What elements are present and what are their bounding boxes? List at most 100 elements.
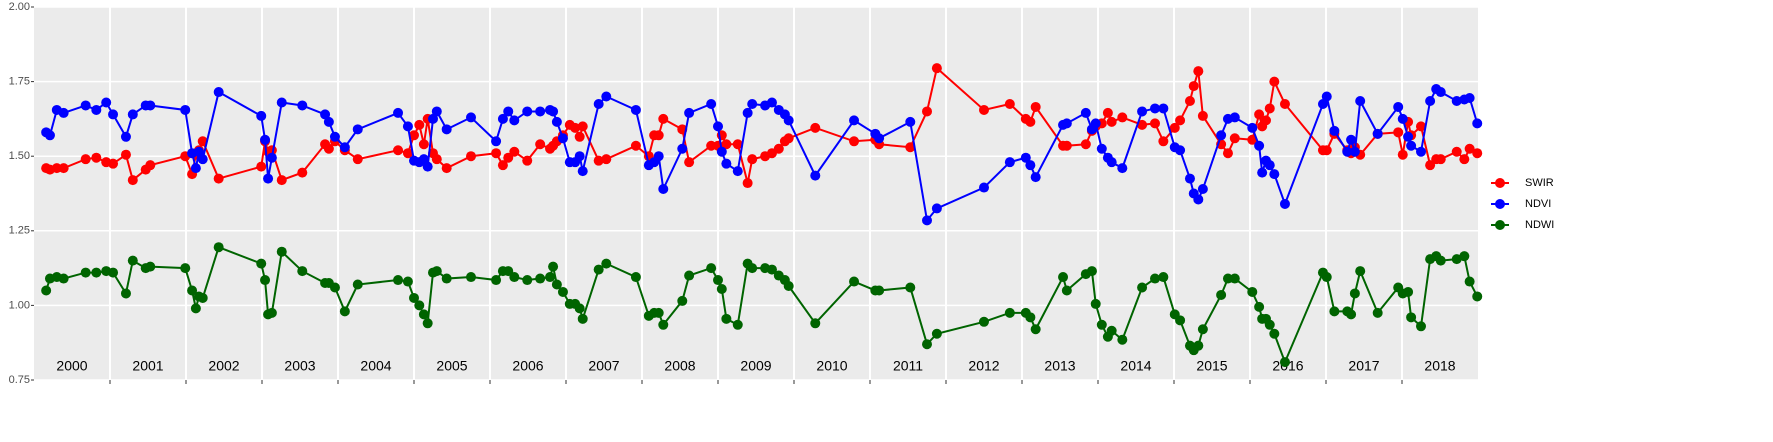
point xyxy=(1025,312,1036,323)
year-label: 2009 xyxy=(740,358,771,374)
point xyxy=(1229,112,1240,123)
point xyxy=(1247,134,1258,145)
point xyxy=(574,151,585,162)
point xyxy=(1193,66,1204,77)
point xyxy=(402,276,413,287)
point xyxy=(1393,101,1404,112)
point xyxy=(684,107,695,118)
point xyxy=(742,178,753,189)
point xyxy=(1004,307,1015,318)
point xyxy=(393,107,404,118)
point xyxy=(570,122,581,133)
point xyxy=(922,215,932,226)
point xyxy=(1269,169,1280,180)
year-label: 2011 xyxy=(893,358,923,374)
point xyxy=(213,87,224,98)
point xyxy=(1025,160,1036,171)
point xyxy=(1150,103,1160,114)
point xyxy=(1279,98,1290,109)
point xyxy=(849,115,860,126)
point xyxy=(431,154,442,165)
point xyxy=(742,107,753,118)
year-label: 2015 xyxy=(1196,358,1227,374)
point xyxy=(922,106,932,117)
point xyxy=(256,161,267,172)
point xyxy=(630,104,641,115)
point xyxy=(1355,266,1366,277)
point xyxy=(979,182,989,193)
point xyxy=(1451,254,1462,265)
point xyxy=(466,112,476,123)
year-label: 2004 xyxy=(360,358,391,374)
year-label: 2013 xyxy=(1044,358,1075,374)
point xyxy=(1397,149,1408,160)
point xyxy=(684,270,695,281)
point xyxy=(522,275,533,286)
point xyxy=(1188,81,1199,92)
year-label: 2014 xyxy=(1120,358,1151,374)
point xyxy=(979,104,989,115)
point xyxy=(1372,128,1383,139)
point xyxy=(810,318,821,329)
point xyxy=(101,97,112,108)
point xyxy=(1117,334,1128,345)
point xyxy=(1086,266,1097,277)
point xyxy=(1175,145,1186,156)
point xyxy=(1058,272,1069,283)
y-tick-label: 2.00 xyxy=(9,1,30,13)
point xyxy=(466,151,476,162)
point xyxy=(80,154,91,165)
point xyxy=(1464,93,1475,104)
point xyxy=(677,143,688,154)
legend-key xyxy=(1495,199,1505,209)
point xyxy=(716,283,727,294)
point xyxy=(1346,309,1357,320)
point xyxy=(557,286,568,297)
point xyxy=(1451,95,1462,106)
point xyxy=(409,130,419,141)
point xyxy=(1020,152,1031,163)
point xyxy=(658,184,669,195)
legend-label: NDWI xyxy=(1525,219,1554,231)
point xyxy=(747,263,758,274)
point xyxy=(1184,173,1195,184)
point xyxy=(1150,118,1160,129)
point xyxy=(180,104,191,115)
panel xyxy=(34,7,1478,380)
point xyxy=(874,133,885,144)
point xyxy=(849,136,860,147)
point xyxy=(653,151,664,162)
point xyxy=(260,134,271,145)
point xyxy=(1416,121,1426,132)
point xyxy=(1254,109,1265,120)
point xyxy=(1247,286,1258,297)
point xyxy=(593,264,604,275)
point xyxy=(1435,87,1446,98)
year-label: 2010 xyxy=(816,358,847,374)
point xyxy=(418,309,429,320)
y-tick-label: 1.50 xyxy=(9,150,30,162)
point xyxy=(1106,116,1117,127)
point xyxy=(732,139,743,150)
point xyxy=(713,275,723,286)
point xyxy=(422,318,433,329)
point xyxy=(276,246,287,257)
point xyxy=(574,131,585,142)
point xyxy=(187,285,198,296)
point xyxy=(441,273,452,284)
point xyxy=(1269,76,1280,87)
point xyxy=(1004,98,1015,109)
point xyxy=(266,152,277,163)
point xyxy=(393,275,404,286)
point xyxy=(1229,133,1240,144)
point xyxy=(551,279,562,290)
point xyxy=(260,275,271,286)
point xyxy=(80,100,91,111)
point xyxy=(1254,301,1265,312)
point xyxy=(931,63,942,74)
point xyxy=(577,121,588,132)
point xyxy=(721,139,732,150)
point xyxy=(91,267,102,278)
point xyxy=(127,255,138,266)
